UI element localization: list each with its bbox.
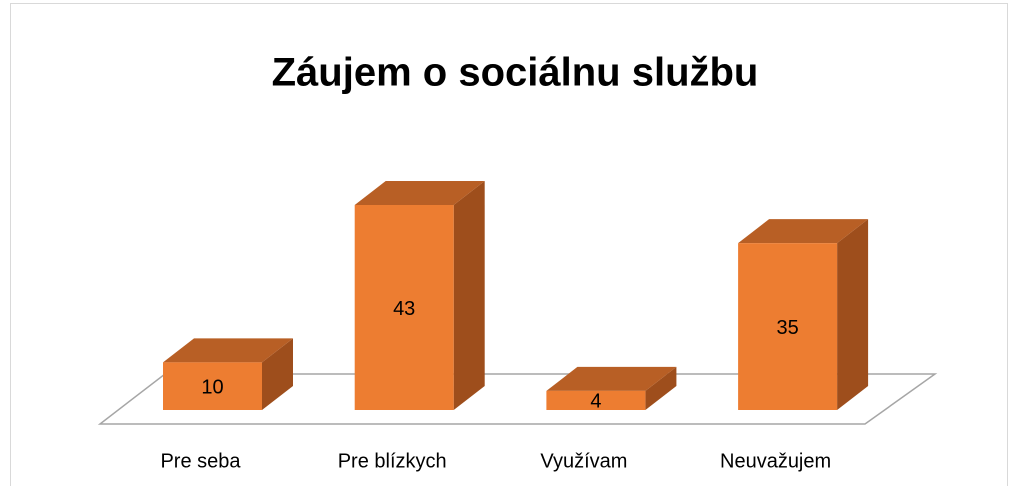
bar: [163, 338, 293, 410]
x-tick-label: Pre seba: [160, 450, 241, 472]
bar: [546, 366, 677, 410]
x-tick-label: Pre blízkych: [338, 450, 447, 472]
x-tick-label: Neuvažujem: [720, 450, 831, 472]
bar-front: [546, 390, 646, 410]
bar-side: [262, 338, 293, 410]
value-label: 35: [776, 317, 798, 339]
bar-front: [163, 362, 262, 410]
value-label: 43: [393, 298, 415, 320]
value-label: 10: [201, 376, 223, 398]
bar-side: [645, 366, 677, 410]
x-tick-label: Využívam: [540, 450, 627, 472]
bar-top: [738, 219, 869, 244]
chart-title: Záujem o sociálnu službu: [272, 51, 759, 95]
bar: [738, 219, 869, 410]
value-label: 4: [590, 391, 601, 413]
bar-front: [354, 205, 454, 410]
floor: [97, 373, 938, 425]
bar-top: [546, 366, 677, 391]
bar-front: [738, 243, 838, 410]
bar-top: [354, 181, 485, 205]
bar-side: [837, 219, 869, 410]
bar: [354, 181, 485, 410]
bar-top: [163, 338, 293, 363]
bar-side: [453, 181, 485, 410]
